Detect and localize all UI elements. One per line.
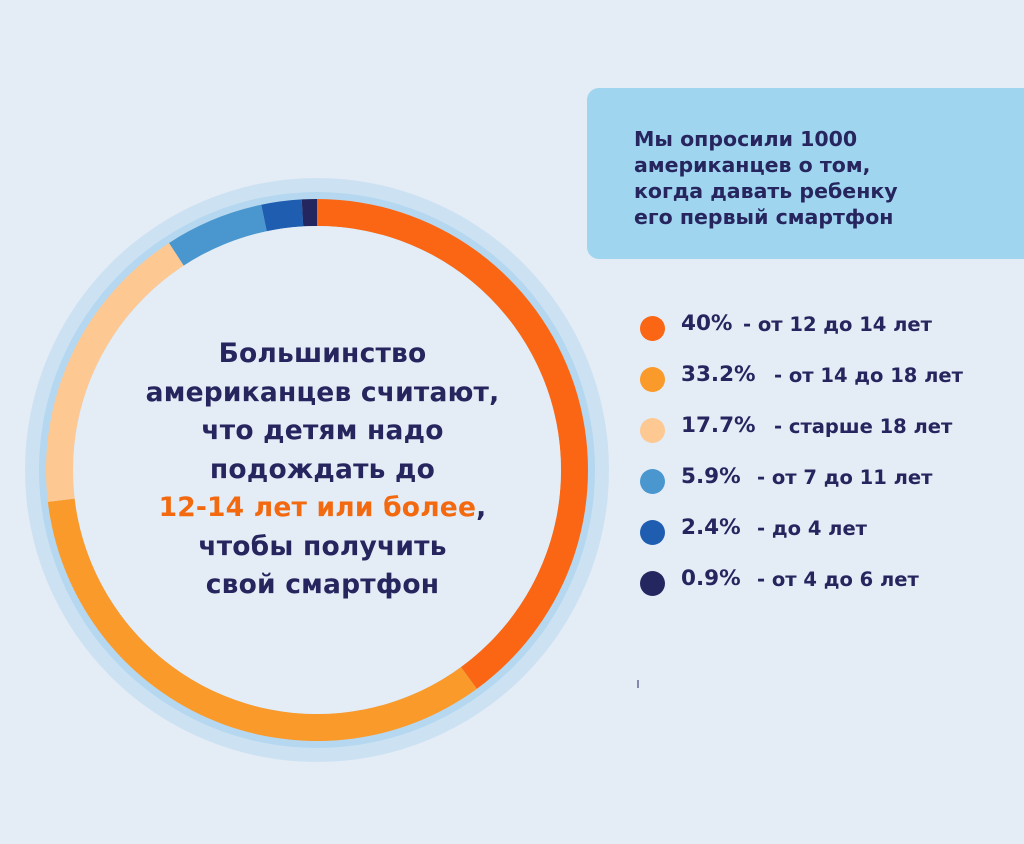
donut-slice-4 — [169, 204, 267, 266]
survey-info-box: Мы опросили 1000 американцев о том, когд… — [587, 88, 1024, 259]
legend-label: - от 4 до 6 лет — [757, 568, 919, 591]
legend-dot — [640, 520, 665, 545]
info-line-1: Мы опросили 1000 — [634, 127, 858, 151]
donut-slice-1 — [317, 199, 589, 689]
decorative-mark — [637, 680, 639, 688]
legend: 40% - от 12 до 14 лет 33.2% - от 14 до 1… — [640, 306, 1020, 612]
headline-line-2: американцев считают, — [145, 376, 500, 408]
legend-percent: 17.7% — [681, 413, 756, 438]
legend-percent: 33.2% — [681, 362, 756, 387]
center-headline: Большинство американцев считают, что дет… — [95, 335, 550, 605]
headline-line-6: чтобы получить — [198, 530, 447, 562]
headline-line-3: что детям надо — [201, 415, 444, 446]
headline-highlight: 12-14 лет или более — [158, 492, 477, 523]
legend-item-14-18: 33.2% - от 14 до 18 лет — [640, 357, 1020, 408]
legend-item-7-11: 5.9% - от 7 до 11 лет — [640, 459, 1020, 510]
legend-label: - до 4 лет — [757, 517, 867, 540]
legend-dot — [640, 316, 665, 341]
legend-item-12-14: 40% - от 12 до 14 лет — [640, 306, 1020, 357]
headline-line-1: Большинство — [218, 338, 427, 369]
legend-dot — [640, 367, 665, 392]
legend-dot — [640, 469, 665, 494]
legend-dot — [640, 571, 665, 596]
donut-slice-6 — [301, 199, 317, 227]
legend-item-over-18: 17.7% - старше 18 лет — [640, 408, 1020, 459]
legend-percent: 40% — [681, 311, 733, 336]
legend-dot — [640, 418, 665, 443]
headline-line-4: подождать до — [209, 453, 436, 485]
legend-percent: 2.4% — [681, 515, 741, 540]
survey-info-text: Мы опросили 1000 американцев о том, когд… — [634, 126, 1014, 230]
donut-slice-3 — [46, 242, 184, 502]
info-line-4: его первый смартфон — [634, 205, 894, 229]
headline-line-7: свой смартфон — [205, 569, 440, 600]
info-line-2: американцев о том, — [634, 153, 871, 177]
legend-label: - от 7 до 11 лет — [757, 466, 933, 489]
info-line-3: когда давать ребенку — [634, 179, 898, 203]
legend-percent: 5.9% — [681, 464, 741, 489]
legend-label: - от 12 до 14 лет — [743, 313, 932, 336]
legend-item-4-6: 0.9% - от 4 до 6 лет — [640, 561, 1020, 612]
legend-percent: 0.9% — [681, 566, 741, 591]
donut-slice-2 — [47, 498, 477, 741]
headline-comma: , — [476, 492, 487, 523]
donut-hole — [73, 226, 561, 714]
legend-label: - старше 18 лет — [774, 415, 953, 438]
donut-slice-5 — [261, 199, 304, 232]
legend-item-under-4: 2.4% - до 4 лет — [640, 510, 1020, 561]
headline-line-5: 12-14 лет или более, — [95, 489, 550, 528]
legend-label: - от 14 до 18 лет — [774, 364, 963, 387]
